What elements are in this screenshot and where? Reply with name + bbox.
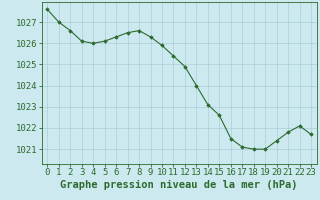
X-axis label: Graphe pression niveau de la mer (hPa): Graphe pression niveau de la mer (hPa): [60, 180, 298, 190]
